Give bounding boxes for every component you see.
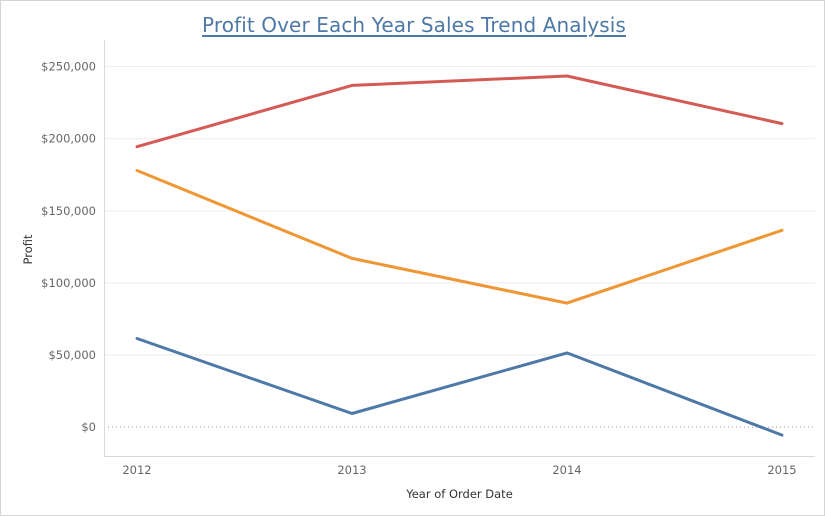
y-tick-label: $0 <box>81 420 96 434</box>
y-tick-label: $200,000 <box>41 132 96 146</box>
y-tick-label: $150,000 <box>41 204 96 218</box>
y-tick-label: $100,000 <box>41 276 96 290</box>
y-axis-ticks: $0 $50,000 $100,000 $150,000 $200,000 $250,00… <box>41 60 96 435</box>
series-line-2[interactable] <box>135 169 784 305</box>
x-tick-label: 2015 <box>767 463 796 477</box>
x-tick-label: 2014 <box>552 463 581 477</box>
gridlines <box>104 66 815 428</box>
series-line-3[interactable] <box>135 337 784 437</box>
x-axis-ticks: 2012 2013 2014 2015 <box>122 463 796 477</box>
x-axis-title: Year of Order Date <box>405 487 513 501</box>
x-tick-label: 2013 <box>337 463 366 477</box>
series-lines[interactable] <box>135 74 784 437</box>
y-tick-label: $50,000 <box>48 348 96 362</box>
chart-title[interactable]: Profit Over Each Year Sales Trend Analys… <box>202 13 626 37</box>
series-line-1[interactable] <box>135 74 784 149</box>
y-tick-label: $250,000 <box>41 60 96 74</box>
axes <box>104 40 815 457</box>
x-tick-label: 2012 <box>122 463 151 477</box>
y-axis-title: Profit <box>21 234 35 264</box>
